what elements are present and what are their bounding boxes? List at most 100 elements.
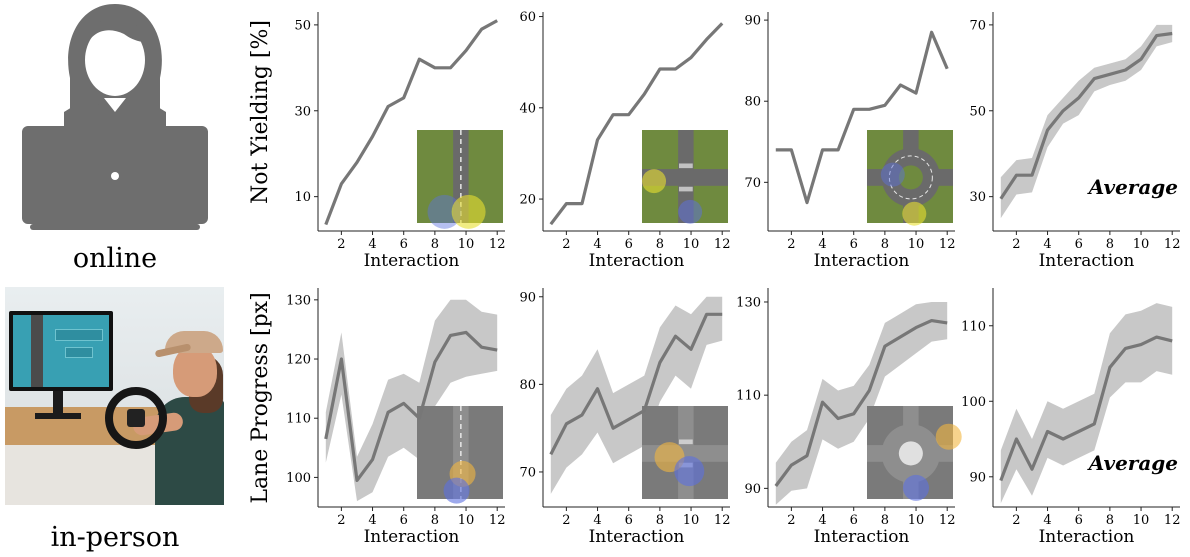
monitor [9,311,113,391]
x-tick-label: 4 [1043,513,1051,528]
x-tick-label: 4 [593,237,601,252]
blue-car-icon [678,199,703,224]
y-tick-label: 90 [519,290,536,305]
steering-wheel-hub [127,409,145,427]
x-tick-label: 2 [562,237,570,252]
y-tick-label: 110 [961,319,986,334]
in-person-photo [5,287,224,505]
row-label-in-person: in-person [51,522,180,553]
x-tick-label: 12 [489,513,506,528]
x-tick-label: 8 [431,513,439,528]
y-tick-label: 90 [744,14,761,29]
y-tick-label: 70 [969,18,986,33]
x-axis-label: Interaction [814,527,910,547]
blue-car-icon [880,162,905,187]
y-tick-label: 130 [736,295,761,310]
x-tick-label: 6 [1075,513,1083,528]
y-tick-label: 50 [294,18,311,33]
x-tick-label: 8 [656,237,664,252]
x-axis-label: Interaction [589,251,685,271]
chart-panel-3: 2 4 6 8 10 12 70 80 90 Interaction [744,12,955,271]
series-line [999,335,1173,482]
x-tick-label: 10 [1133,513,1150,528]
person-laptop-icon [22,4,208,230]
y-tick-label: 110 [286,412,311,427]
participant-head [173,345,217,397]
x-tick-label: 2 [337,513,345,528]
scene-inset-intersection-grass [642,130,728,224]
monitor-base [35,413,81,419]
scene-lane-marking [888,155,933,200]
x-tick-label: 2 [787,513,795,528]
x-tick-label: 10 [683,513,700,528]
confidence-band [325,299,498,502]
x-axis-label: Interaction [364,527,460,547]
yellow-car-icon [642,169,667,194]
y-tick-label: 70 [519,465,536,480]
scene-roundabout-island [898,441,923,466]
x-tick-label: 10 [683,237,700,252]
confidence-band [550,296,723,494]
chart-panel-6: 2 4 6 8 10 12 70 80 90 Interaction [519,288,730,547]
x-tick-label: 12 [714,513,731,528]
x-axis-label: Interaction [364,251,460,271]
y-tick-label: 130 [286,293,311,308]
series-line [999,31,1173,200]
chart-panel-8: 2 4 6 8 10 12 90 100 110 Interaction Average [961,288,1180,547]
x-tick-label: 6 [850,513,858,528]
y-tick-label: 50 [969,104,986,119]
x-tick-label: 2 [562,513,570,528]
x-tick-label: 4 [818,237,826,252]
screen-road [31,315,43,387]
screen-button [65,347,93,358]
y-tick-label: 120 [286,353,311,368]
average-annotation: Average [1087,175,1178,199]
series-line [324,330,498,482]
y-tick-label: 30 [294,104,311,119]
x-tick-label: 12 [1164,513,1181,528]
y-tick-label: 100 [961,395,986,410]
x-axis-label: Interaction [589,527,685,547]
monitor-stand [53,391,63,415]
scene-inset-roundabout-grass [867,130,953,226]
x-tick-label: 6 [850,237,858,252]
steering-wheel-icon [105,387,167,449]
scene-crosswalk [678,439,693,445]
series-line [324,19,498,226]
x-tick-label: 6 [1075,237,1083,252]
y-tick-label: 100 [286,471,311,486]
y-tick-label: 20 [519,193,536,208]
series-line [549,312,723,456]
average-annotation: Average [1087,451,1178,475]
x-tick-label: 2 [1012,237,1020,252]
x-tick-label: 6 [625,237,633,252]
x-tick-label: 12 [714,237,731,252]
x-tick-label: 10 [458,237,475,252]
x-tick-label: 4 [368,237,376,252]
scene-inset-intersection-gray [642,406,728,499]
blue-car-icon [903,474,930,501]
x-tick-label: 12 [1164,237,1181,252]
x-tick-label: 8 [1106,513,1114,528]
x-tick-label: 8 [431,237,439,252]
yaxis-label-not-yielding: Not Yielding [%] [248,20,273,204]
series-line [774,319,948,487]
scene-inset-straight-road-gray [417,406,503,504]
scene-crosswalk [678,163,693,169]
x-tick-label: 10 [458,513,475,528]
series-line [549,22,724,226]
series-line [775,30,949,205]
y-tick-label: 30 [969,190,986,205]
x-tick-label: 2 [787,237,795,252]
x-tick-label: 4 [818,513,826,528]
x-tick-label: 4 [368,513,376,528]
x-tick-label: 12 [489,237,506,252]
screen-button [55,329,103,341]
y-tick-label: 80 [519,378,536,393]
x-tick-label: 8 [656,513,664,528]
x-tick-label: 8 [881,237,889,252]
y-tick-label: 40 [519,101,536,116]
blue-car-icon [427,194,462,229]
yellow-car-icon [902,201,927,226]
